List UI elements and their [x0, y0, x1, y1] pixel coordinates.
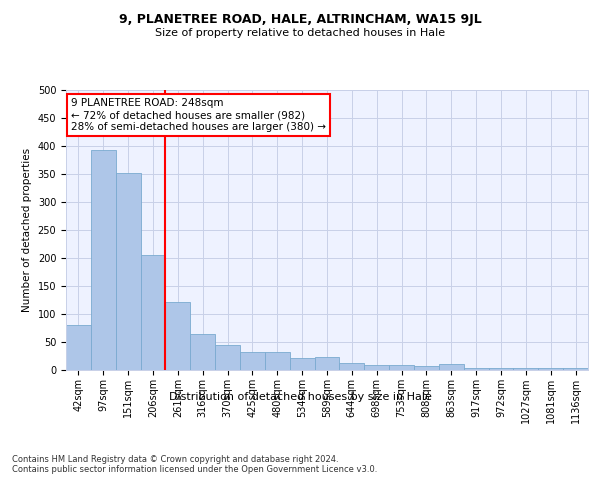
- Bar: [265, 352, 290, 370]
- Bar: [190, 334, 215, 370]
- Bar: [66, 325, 91, 370]
- Bar: [166, 302, 190, 370]
- Y-axis label: Number of detached properties: Number of detached properties: [22, 148, 32, 312]
- Bar: [140, 255, 166, 370]
- Bar: [538, 368, 563, 370]
- Text: 9, PLANETREE ROAD, HALE, ALTRINCHAM, WA15 9JL: 9, PLANETREE ROAD, HALE, ALTRINCHAM, WA1…: [119, 12, 481, 26]
- Bar: [414, 366, 439, 370]
- Text: Size of property relative to detached houses in Hale: Size of property relative to detached ho…: [155, 28, 445, 38]
- Bar: [514, 368, 538, 370]
- Bar: [464, 368, 488, 370]
- Bar: [116, 173, 140, 370]
- Bar: [488, 368, 514, 370]
- Bar: [340, 362, 364, 370]
- Text: Distribution of detached houses by size in Hale: Distribution of detached houses by size …: [169, 392, 431, 402]
- Text: Contains HM Land Registry data © Crown copyright and database right 2024.
Contai: Contains HM Land Registry data © Crown c…: [12, 455, 377, 474]
- Bar: [439, 364, 464, 370]
- Bar: [240, 352, 265, 370]
- Bar: [563, 368, 588, 370]
- Bar: [215, 346, 240, 370]
- Bar: [389, 365, 414, 370]
- Bar: [290, 358, 314, 370]
- Bar: [314, 357, 340, 370]
- Bar: [364, 365, 389, 370]
- Bar: [91, 150, 116, 370]
- Text: 9 PLANETREE ROAD: 248sqm
← 72% of detached houses are smaller (982)
28% of semi-: 9 PLANETREE ROAD: 248sqm ← 72% of detach…: [71, 98, 326, 132]
